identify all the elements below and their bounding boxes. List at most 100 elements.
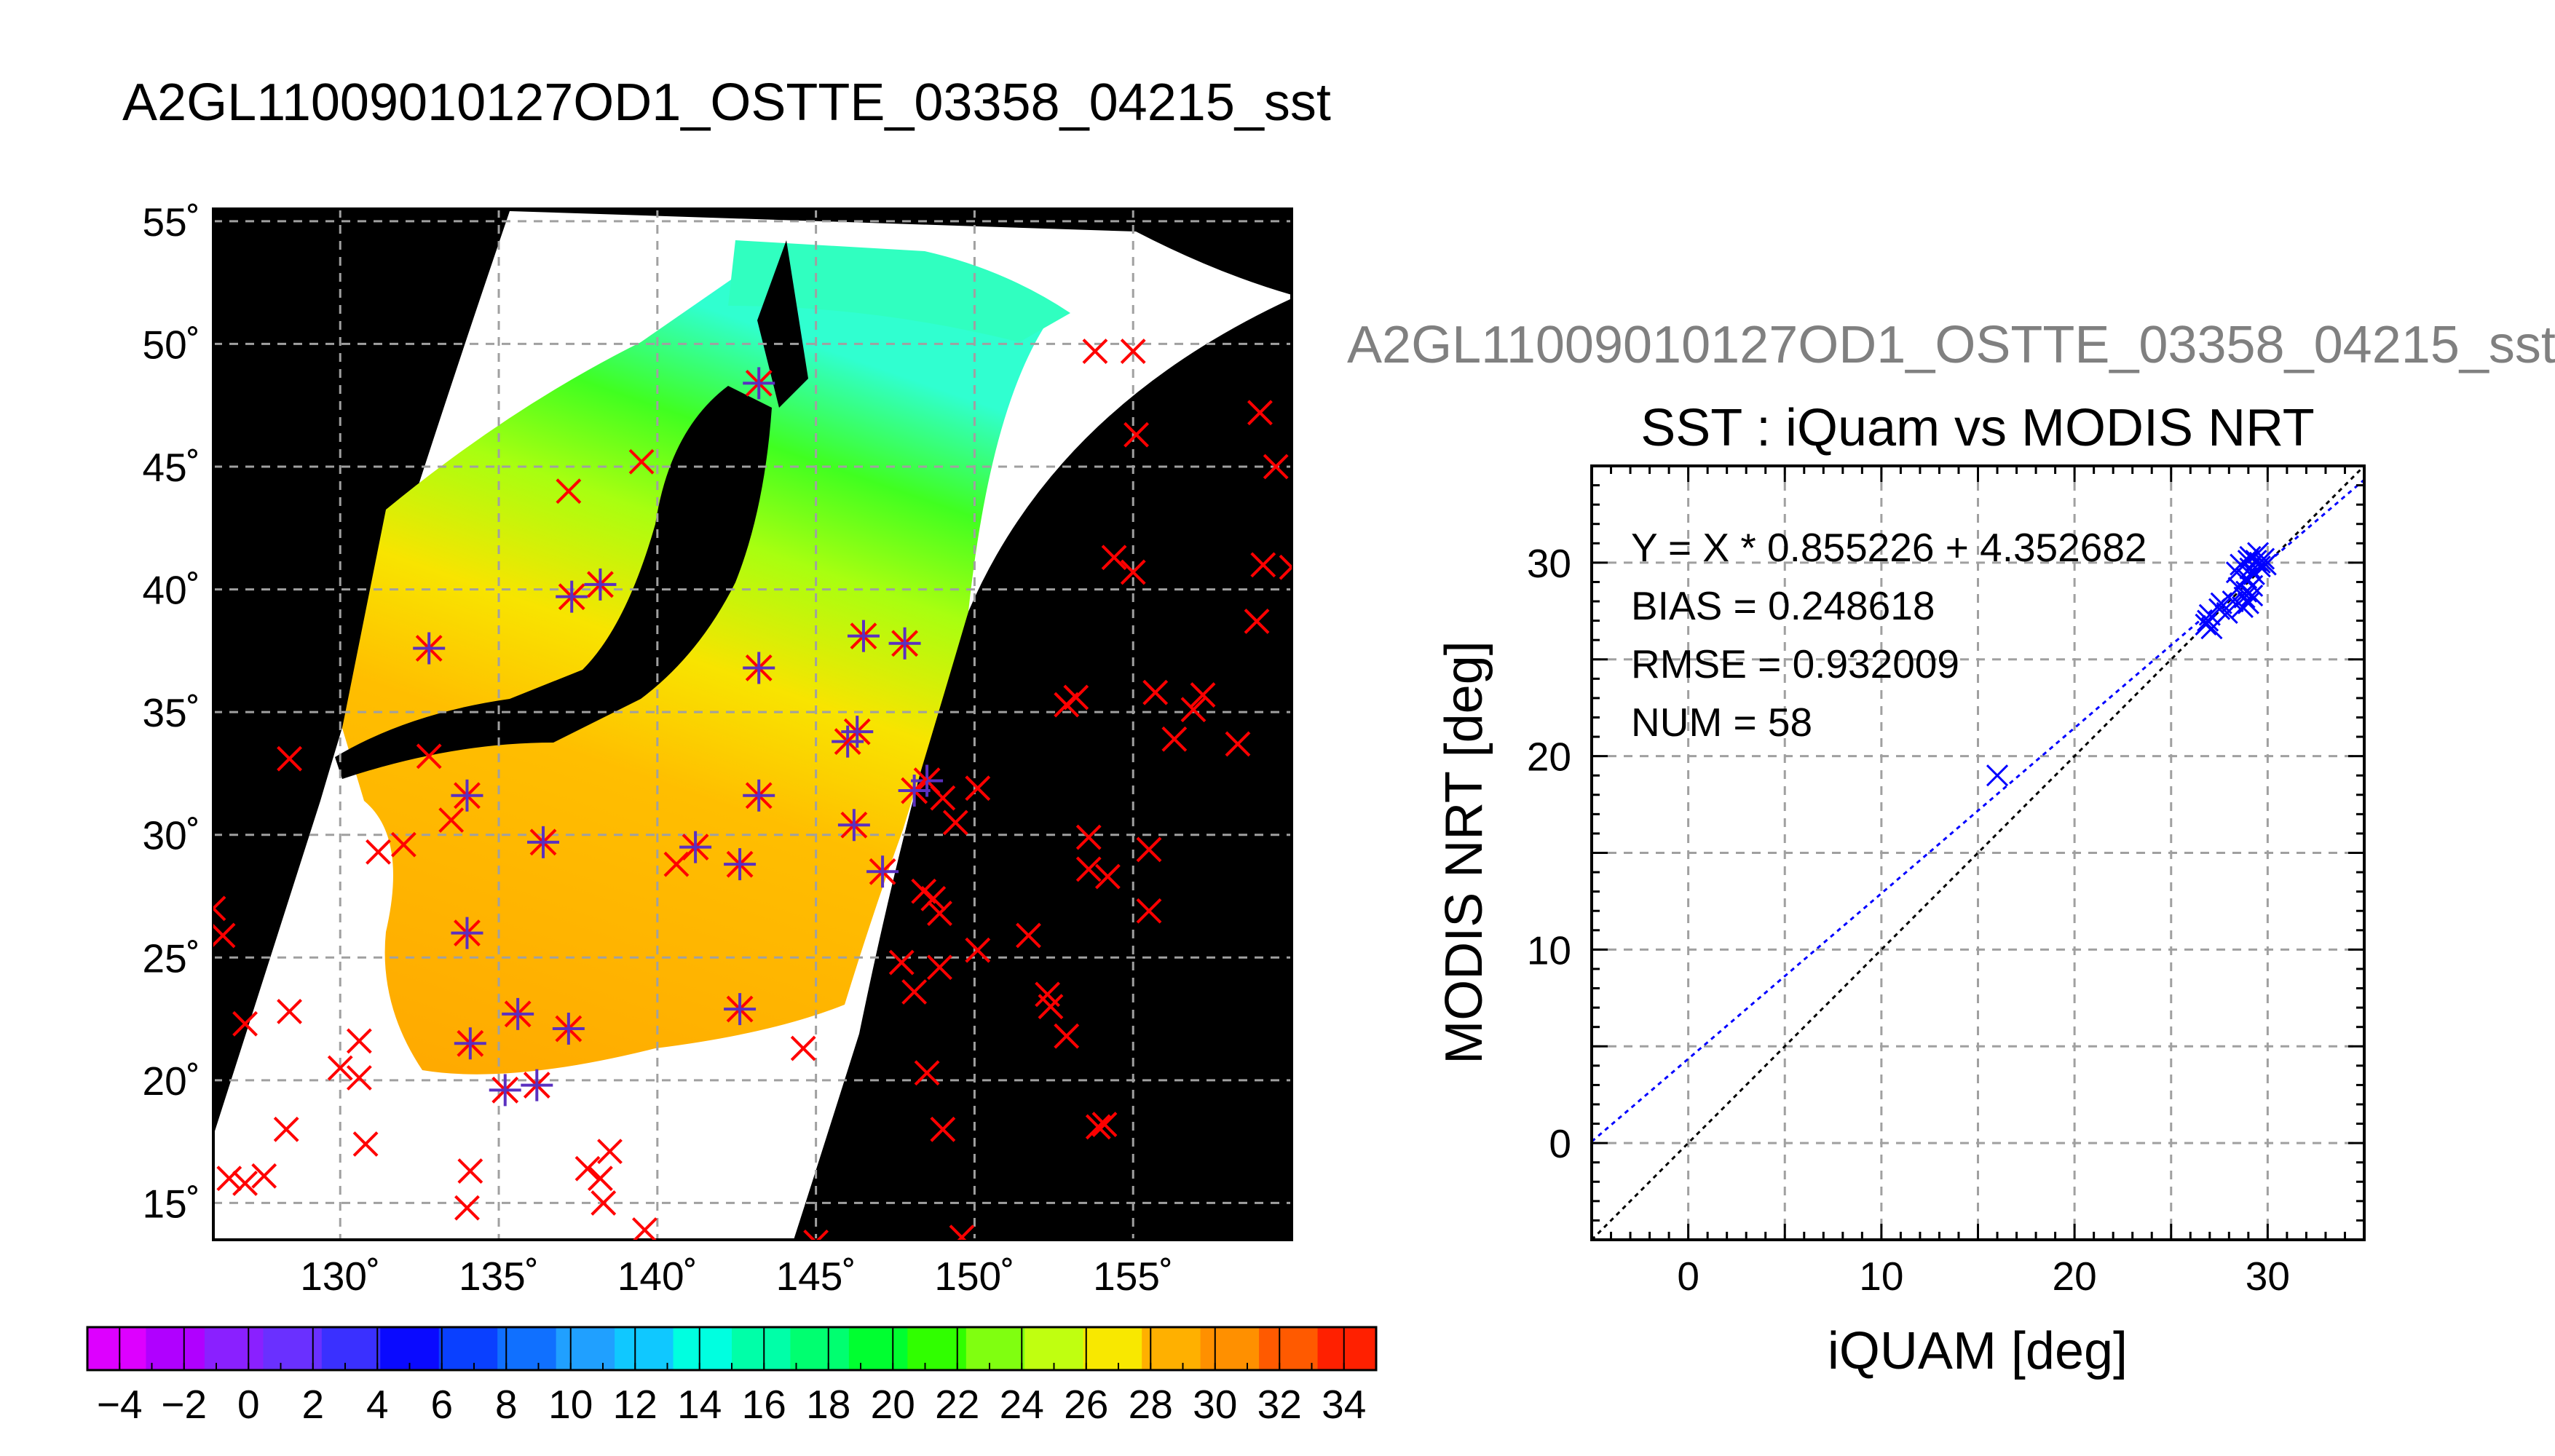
colorbar-segment-19 [1200, 1327, 1260, 1370]
map-obs-marker-0-b [213, 895, 226, 911]
map-y-tick-label: 35˚ [143, 690, 201, 735]
map-obs-marker-67-b [1244, 608, 1270, 634]
map-obs-marker-33-b [927, 901, 952, 927]
map-obs-marker-12-b [346, 1065, 372, 1091]
map-match-marker-12 [724, 848, 757, 881]
scatter-point-12-b [2233, 586, 2256, 609]
map-obs-marker-62 [1120, 559, 1146, 585]
map-obs-marker-32 [920, 885, 947, 911]
colorbar-segment-17 [1083, 1327, 1143, 1370]
scatter-x-tick-label: 10 [1859, 1254, 1903, 1299]
map-obs-marker-67 [1244, 608, 1270, 634]
colorbar: −4 −2 0 2 4 6 8 10 12 14 16 18 20 22 24 26 28 30 32 34 [86, 1326, 1378, 1427]
scatter-point-28-b [2248, 551, 2271, 574]
map-obs-marker-63 [1247, 400, 1273, 426]
map-obs-marker-16-b [438, 807, 465, 833]
map-obs-marker-44 [1038, 994, 1064, 1020]
colorbar-segment-9 [615, 1327, 674, 1370]
map-obs-marker-36-b [927, 954, 952, 981]
map-obs-marker-42-b [1016, 922, 1041, 949]
map-obs-marker-30 [888, 949, 915, 976]
map-match-marker-14 [837, 809, 870, 842]
map-obs-marker-48-b [1094, 863, 1121, 890]
map-obs-marker-0-a [213, 906, 226, 922]
scatter-grid [1592, 466, 2364, 1240]
stat-num: NUM = 58 [1631, 700, 1812, 745]
map-y-tick-label: 20˚ [143, 1059, 201, 1104]
map-obs-marker-65-b [1250, 552, 1276, 578]
colorbar-segment-20 [1259, 1327, 1319, 1370]
scatter-point-28 [2248, 551, 2271, 574]
map-obs-marker-62-b [1120, 559, 1146, 585]
scatter-point-27-b [2227, 577, 2250, 599]
map-y-tick-label: 30˚ [143, 813, 201, 858]
colorbar-segment-11 [732, 1327, 791, 1370]
map-obs-marker-11 [352, 1131, 379, 1157]
map-obs-marker-28 [803, 1229, 829, 1240]
colorbar-tick-label: 22 [935, 1382, 979, 1427]
map-obs-marker-15-b [416, 743, 442, 769]
map-obs-marker-9-b [346, 1028, 372, 1054]
map-obs-marker-57-b [1225, 731, 1251, 757]
map-obs-marker-37-b [930, 1116, 956, 1142]
map-obs-marker-53 [1136, 836, 1162, 863]
map-obs-marker-45 [1054, 1023, 1080, 1049]
colorbar-segment-13 [848, 1327, 909, 1370]
land-japan [240, 240, 808, 779]
map-obs-marker-16 [438, 807, 465, 833]
colorbar-tick-label: 12 [613, 1382, 657, 1427]
map-obs-marker-39 [949, 1224, 975, 1240]
scatter-point-23 [2254, 553, 2277, 576]
scatter-point-10-b [2230, 553, 2252, 576]
map-obs-marker-35-b [942, 810, 968, 836]
map-obs-marker-54 [1161, 726, 1188, 752]
map-obs-marker-47 [1075, 856, 1102, 882]
map-obs-marker-69 [1054, 692, 1080, 718]
map-obs-marker-31-b [911, 878, 937, 904]
one-to-one-line [1592, 466, 2364, 1240]
map-obs-marker-56 [1190, 682, 1216, 708]
stat-fit: Y = X * 0.855226 + 4.352682 [1631, 525, 2147, 570]
map-obs-marker-60 [1124, 422, 1149, 448]
map-obs-marker-64 [1263, 454, 1289, 480]
colorbar-segment-21 [1317, 1327, 1377, 1370]
colorbar-segment-0 [87, 1327, 147, 1370]
colorbar-segment-8 [556, 1327, 616, 1370]
map-match-marker-21 [556, 580, 588, 613]
map-match-marker-0 [911, 764, 944, 797]
scatter-x-tick-label: 0 [1677, 1254, 1699, 1299]
map-obs-marker-20 [628, 448, 655, 475]
colorbar-tick-label: 24 [1000, 1382, 1044, 1427]
map-obs-marker-46 [1075, 824, 1102, 850]
colorbar-tick-label: 16 [742, 1382, 786, 1427]
map-match-marker-9 [451, 779, 483, 812]
map-match-marker-1 [898, 775, 931, 807]
scatter-point-0-b [1986, 764, 2009, 787]
colorbar-tick-label: −4 [97, 1382, 143, 1427]
colorbar-tick-label: 26 [1064, 1382, 1108, 1427]
scatter-point-21 [2248, 555, 2271, 578]
map-obs-marker-51 [1136, 898, 1162, 924]
scatter-stats: Y = X * 0.855226 + 4.352682 BIAS = 0.248… [1631, 525, 2147, 745]
map-obs-marker-29-b [901, 979, 928, 1005]
map-obs-marker-25-b [633, 1217, 657, 1240]
stat-bias: BIAS = 0.248618 [1631, 583, 1935, 628]
map-obs-marker-53-b [1136, 836, 1162, 863]
swath-cold-band [728, 240, 1070, 342]
map-obs-marker-22-b [588, 1166, 613, 1192]
map-obs-marker-59-b [1120, 339, 1146, 364]
scatter-ylabel: MODIS NRT [deg] [1435, 641, 1493, 1064]
colorbar-tick-label: 20 [871, 1382, 915, 1427]
map-obs-marker-5 [216, 1166, 242, 1192]
colorbar-tick-label: 0 [237, 1382, 260, 1427]
map-x-tick-label: 135˚ [459, 1254, 539, 1299]
map-y-tick-label: 25˚ [143, 935, 201, 981]
map-obs-marker-4-b [273, 1116, 299, 1142]
map-obs-marker-18-b [454, 1195, 480, 1221]
map-obs-marker-65 [1250, 552, 1276, 578]
map-obs-marker-43-b [1035, 981, 1061, 1008]
colorbar-tick-label: 30 [1193, 1382, 1237, 1427]
map-x-tick-label: 130˚ [300, 1254, 380, 1299]
scatter-points [1986, 542, 2277, 787]
map-obs-marker-37 [930, 1116, 956, 1142]
